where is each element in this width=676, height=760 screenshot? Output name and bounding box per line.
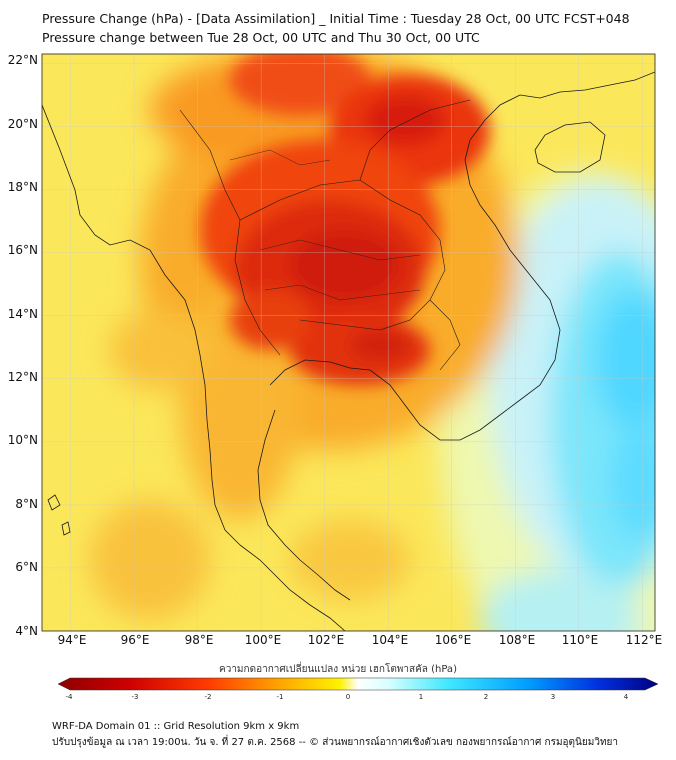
colorbar-tick-m1: -1: [276, 693, 284, 701]
lat-label-12: 12°N: [7, 370, 38, 384]
footer-line-1: WRF-DA Domain 01 :: Grid Resolution 9km …: [52, 721, 300, 732]
lat-label-6: 6°N: [15, 560, 38, 574]
lon-label-96: 96°E: [120, 633, 150, 647]
lat-label-8: 8°N: [15, 497, 38, 511]
lat-label-16: 16°N: [7, 243, 38, 257]
colorbar-tick-0: 0: [345, 693, 351, 701]
pressure-field: [42, 54, 655, 631]
colorbar-title: ความกดอากาศเปลี่ยนแปลง หน่วย เฮกโตพาสคัล…: [219, 664, 457, 675]
colorbar-tick-1: 1: [418, 693, 424, 701]
lat-label-22: 22°N: [7, 53, 38, 67]
lon-label-100: 100°E: [244, 633, 282, 647]
graticule: [42, 54, 655, 631]
lat-label-10: 10°N: [7, 433, 38, 447]
chart-title: Pressure Change (hPa) - [Data Assimilati…: [42, 11, 630, 26]
lon-label-94: 94°E: [57, 633, 87, 647]
colorbar-tick-m4: -4: [65, 693, 73, 701]
lat-label-14: 14°N: [7, 307, 38, 321]
colorbar-tick-4: 4: [623, 693, 629, 701]
lon-label-104: 104°E: [371, 633, 409, 647]
lon-label-106: 106°E: [434, 633, 472, 647]
lon-label-112: 112°E: [625, 633, 663, 647]
lat-label-18: 18°N: [7, 180, 38, 194]
lon-label-98: 98°E: [184, 633, 214, 647]
colorbar-bar: [57, 677, 659, 691]
lon-label-110: 110°E: [561, 633, 599, 647]
lat-label-4: 4°N: [15, 624, 38, 638]
coastline: [42, 71, 655, 631]
lon-label-108: 108°E: [498, 633, 536, 647]
footer-line-2: ปรับปรุงข้อมูล ณ เวลา 19:00น. วัน จ. ที่…: [52, 737, 619, 748]
lon-label-102: 102°E: [307, 633, 345, 647]
lat-label-20: 20°N: [7, 117, 38, 131]
chart-subtitle: Pressure change between Tue 28 Oct, 00 U…: [42, 30, 480, 45]
colorbar-tick-m2: -2: [204, 693, 212, 701]
colorbar: [57, 677, 659, 691]
colorbar-tick-2: 2: [483, 693, 489, 701]
colorbar-tick-m3: -3: [131, 693, 139, 701]
colorbar-tick-3: 3: [550, 693, 556, 701]
map-frame: [41, 53, 656, 632]
